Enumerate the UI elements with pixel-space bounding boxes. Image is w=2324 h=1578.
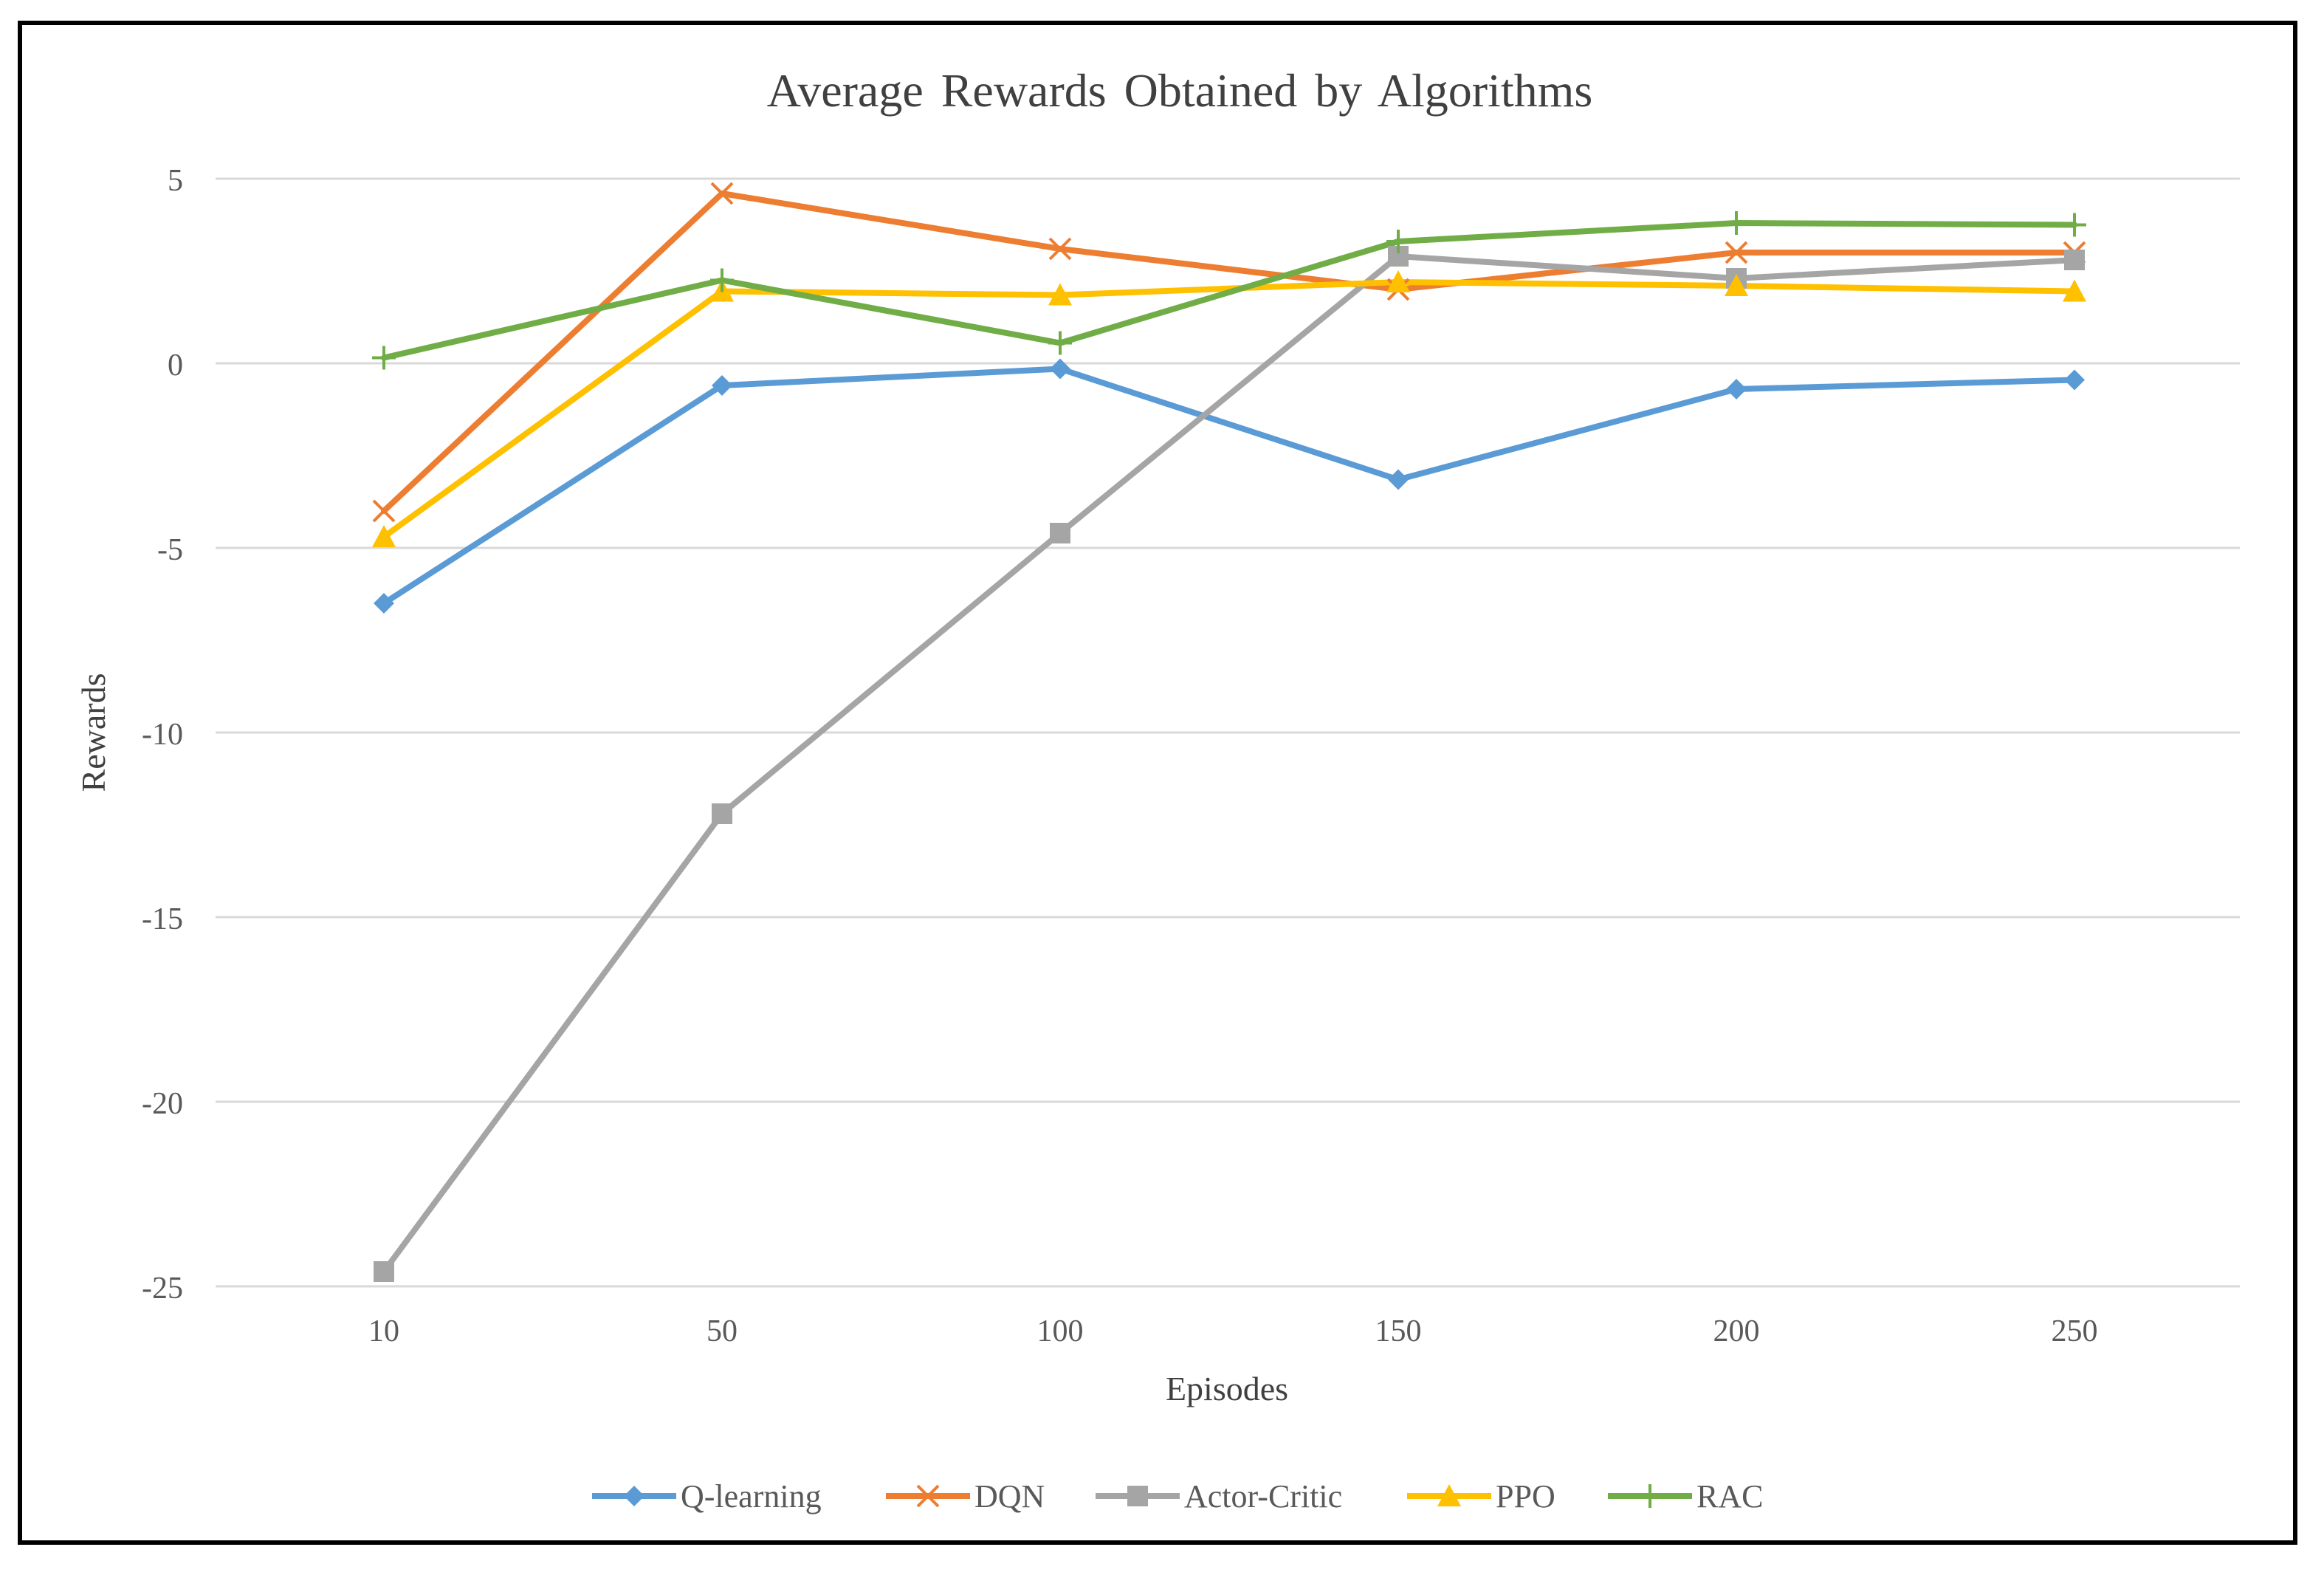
data-point-q-learning: [1388, 469, 1409, 490]
data-point-dqn: [1048, 237, 1072, 261]
marker-stroke: [916, 1484, 940, 1508]
y-tick-label: -5: [157, 533, 183, 567]
y-tick-label: -15: [142, 902, 183, 936]
legend-marker-dqn: [916, 1484, 940, 1508]
x-axis-tick-labels: 10 50 100 150 200 250: [368, 1314, 2098, 1348]
x-tick-label: 100: [1037, 1314, 1084, 1348]
data-point-actor-critic: [2064, 250, 2085, 270]
marker-stroke: [710, 182, 734, 205]
data-point-ppo: [1048, 283, 1072, 306]
data-point-rac: [2063, 213, 2086, 237]
chart-frame: Average Rewards Obtained by Algorithms 5…: [18, 21, 2297, 1545]
chart-title: Average Rewards Obtained by Algorithms: [767, 64, 1593, 117]
y-tick-label: -25: [142, 1272, 183, 1306]
legend-marker-actor-critic: [1127, 1486, 1148, 1506]
marker-stroke: [372, 499, 396, 523]
data-point-q-learning: [712, 375, 732, 396]
data-point-q-learning: [1726, 379, 1747, 399]
legend-label-rac: RAC: [1696, 1478, 1763, 1514]
x-tick-label: 150: [1375, 1314, 1422, 1348]
data-point-actor-critic: [374, 1261, 394, 1282]
data-point-dqn: [710, 182, 734, 205]
y-tick-label: 0: [168, 349, 183, 383]
legend-marker-ppo: [1437, 1484, 1461, 1506]
series-markers: [372, 182, 2086, 1282]
legend-item-rac: RAC: [1608, 1478, 1763, 1514]
legend-label-actor-critic: Actor-Critic: [1184, 1478, 1342, 1514]
y-tick-label: 5: [168, 164, 183, 198]
data-point-ppo: [1725, 274, 1748, 296]
data-point-rac: [372, 346, 396, 370]
data-point-q-learning: [1050, 358, 1070, 380]
y-tick-label: -20: [142, 1087, 183, 1121]
data-point-rac: [710, 268, 734, 292]
data-point-dqn: [1725, 241, 1748, 264]
data-point-ppo: [372, 525, 396, 547]
y-axis-label: Rewards: [75, 673, 112, 792]
data-point-rac: [1048, 331, 1072, 355]
legend: Q-learning DQN Actor-Critic PPO RAC: [592, 1478, 1763, 1514]
y-tick-label: -10: [142, 718, 183, 752]
legend-item-actor-critic: Actor-Critic: [1096, 1478, 1342, 1514]
x-tick-label: 10: [368, 1314, 399, 1348]
legend-label-ppo: PPO: [1496, 1478, 1555, 1514]
line-chart: Average Rewards Obtained by Algorithms 5…: [75, 64, 2240, 1514]
series-line-q-learning: [381, 366, 2077, 606]
series-lines: [381, 191, 2077, 1275]
legend-item-dqn: DQN: [886, 1478, 1045, 1514]
series-line-dqn: [381, 191, 2077, 514]
marker-stroke: [1725, 241, 1748, 264]
y-axis-tick-labels: 5 0 -5 -10 -15 -20 -25: [142, 164, 183, 1306]
legend-label-dqn: DQN: [974, 1478, 1045, 1514]
data-point-ppo: [1386, 270, 1410, 292]
legend-marker-q-learning: [624, 1486, 644, 1506]
legend-item-ppo: PPO: [1407, 1478, 1555, 1514]
series-line-ppo: [381, 279, 2077, 540]
data-point-actor-critic: [712, 803, 732, 824]
data-point-actor-critic: [1050, 523, 1070, 543]
x-tick-label: 200: [1713, 1314, 1760, 1348]
legend-item-q-learning: Q-learning: [592, 1478, 822, 1514]
legend-marker-rac: [1638, 1484, 1662, 1508]
data-point-ppo: [2063, 279, 2086, 302]
series-line-rac: [381, 220, 2077, 361]
data-point-q-learning: [2064, 369, 2085, 391]
data-point-dqn: [372, 499, 396, 523]
data-point-rac: [1386, 230, 1410, 253]
marker-stroke: [1048, 237, 1072, 261]
x-tick-label: 50: [707, 1314, 738, 1348]
data-point-rac: [1725, 211, 1748, 235]
x-tick-label: 250: [2052, 1314, 2098, 1348]
data-point-q-learning: [374, 593, 394, 614]
gridlines: [216, 177, 2240, 1288]
legend-label-q-learning: Q-learning: [681, 1478, 822, 1514]
series-line-actor-critic: [381, 253, 2077, 1275]
x-axis-label: Episodes: [1166, 1370, 1288, 1407]
